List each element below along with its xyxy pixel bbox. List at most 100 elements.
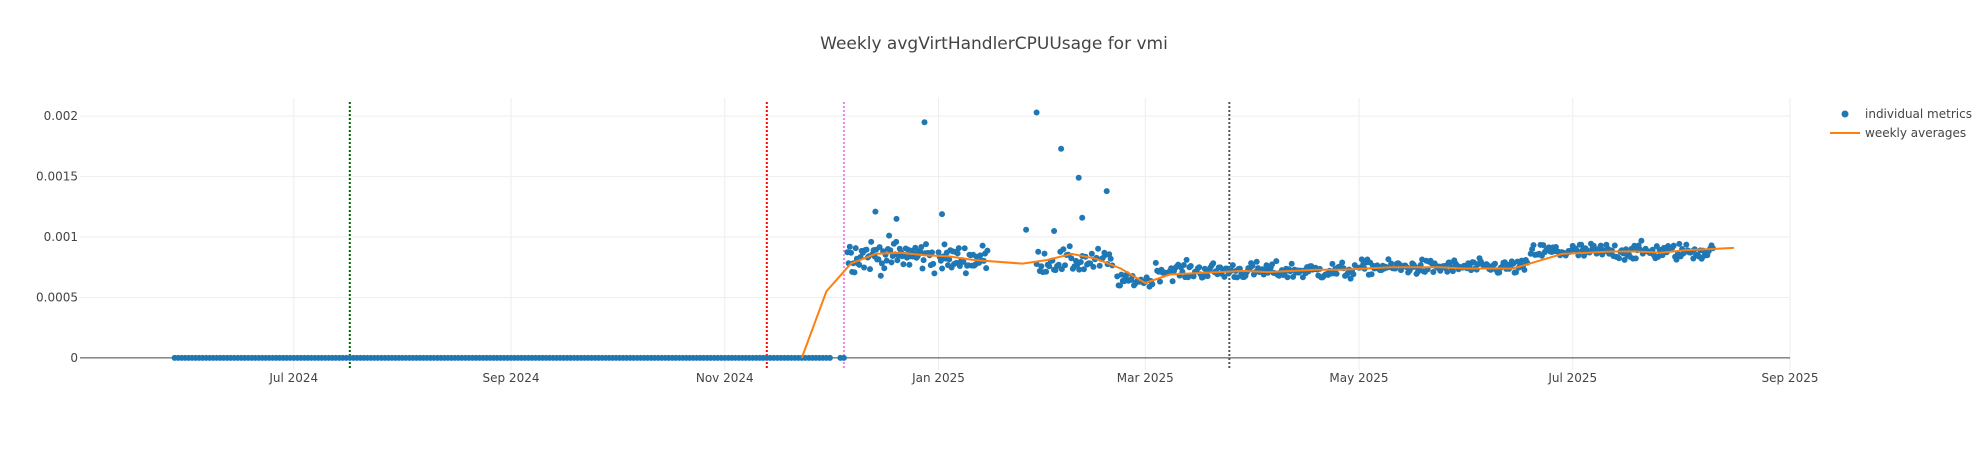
data-point (1350, 271, 1357, 278)
data-point (1581, 252, 1587, 259)
data-point (1041, 250, 1048, 257)
data-point (1183, 256, 1190, 263)
data-point (1333, 270, 1340, 277)
data-point (1368, 271, 1375, 278)
data-point (1273, 258, 1280, 265)
data-point (1062, 262, 1068, 269)
data-point (954, 250, 961, 257)
data-point (875, 256, 882, 263)
data-point (939, 265, 946, 272)
y-tick-label: 0.002 (44, 109, 78, 123)
data-point (878, 260, 885, 267)
legend-label-individual-metrics: individual metrics (1865, 107, 1972, 121)
data-point (826, 354, 833, 361)
data-point (1088, 250, 1095, 257)
data-point (1388, 260, 1395, 267)
data-point (1103, 188, 1110, 195)
reference-lines (348, 102, 1231, 370)
data-point (1616, 255, 1622, 262)
data-point (846, 243, 853, 250)
data-point (900, 261, 907, 268)
data-point (1676, 240, 1683, 247)
data-point (1107, 255, 1114, 262)
data-point (852, 245, 859, 252)
data-point (1597, 242, 1604, 249)
x-tick-label: Mar 2025 (1117, 371, 1174, 385)
data-point (1038, 263, 1045, 270)
data-point (1339, 259, 1346, 266)
data-point (1066, 243, 1073, 250)
data-point (883, 257, 890, 264)
x-tick-label: Nov 2024 (696, 371, 754, 385)
legend-item-individual-metrics[interactable]: individual metrics (1841, 107, 1972, 121)
data-point (1513, 269, 1519, 276)
data-point (960, 258, 967, 265)
data-point (893, 238, 900, 245)
data-point (1492, 260, 1498, 267)
data-point (1149, 281, 1156, 288)
data-point (1521, 266, 1528, 273)
data-point (1080, 266, 1087, 273)
data-point (1449, 268, 1456, 275)
data-point (1269, 261, 1276, 268)
data-point (977, 252, 984, 259)
y-axis-ticks: 0 0.0005 0.001 0.0015 0.002 (36, 109, 78, 365)
data-point (1210, 260, 1217, 267)
data-point (1152, 259, 1159, 266)
data-point (1055, 261, 1062, 268)
data-point (1530, 242, 1537, 249)
data-point (1249, 262, 1256, 269)
y-tick-label: 0.0015 (36, 170, 78, 184)
data-point (1169, 278, 1176, 285)
data-point (983, 265, 990, 272)
data-point (1023, 226, 1030, 233)
data-point (1288, 260, 1295, 267)
data-point (962, 270, 969, 277)
data-point (863, 246, 870, 253)
data-point (1670, 242, 1677, 249)
data-point (1347, 275, 1354, 282)
data-point (1117, 282, 1123, 289)
data-point (955, 245, 962, 252)
data-point (931, 270, 938, 277)
data-point (1196, 264, 1203, 271)
chart-title: Weekly avgVirtHandlerCPUUsage for vmi (820, 34, 1168, 54)
data-point (1234, 274, 1241, 281)
data-point (1046, 263, 1053, 270)
data-point (851, 269, 858, 276)
scatter-points (171, 109, 1716, 361)
data-point (1540, 242, 1547, 249)
data-point (1157, 278, 1163, 285)
data-point (1033, 109, 1040, 116)
data-point (886, 232, 893, 239)
data-point (876, 244, 883, 251)
x-tick-label: May 2025 (1329, 371, 1388, 385)
legend-item-weekly-averages[interactable]: weekly averages (1830, 126, 1966, 140)
data-point (1621, 256, 1628, 263)
data-point (919, 265, 926, 272)
x-tick-label: Jul 2025 (1547, 371, 1597, 385)
y-tick-label: 0 (70, 351, 78, 365)
data-point (984, 247, 991, 254)
data-point (1358, 256, 1365, 263)
data-point (923, 241, 929, 248)
data-point (856, 261, 863, 268)
data-point (1204, 273, 1211, 280)
data-point (1632, 255, 1639, 262)
data-point (1578, 241, 1585, 248)
average-line (800, 246, 1734, 359)
x-axis-ticks: Jul 2024 Sep 2024 Nov 2024 Jan 2025 Mar 2025… (268, 371, 1818, 385)
data-point (921, 119, 928, 126)
data-point (1076, 266, 1083, 273)
legend[interactable]: individual metrics weekly averages (1830, 107, 1972, 140)
data-point (1290, 273, 1297, 280)
data-point (1444, 268, 1451, 275)
data-point (935, 249, 942, 256)
data-point (1051, 228, 1058, 234)
y-tick-label: 0.0005 (36, 290, 78, 304)
data-point (906, 261, 913, 268)
data-point (1079, 214, 1086, 221)
data-point (1190, 273, 1197, 280)
data-point (918, 244, 925, 250)
